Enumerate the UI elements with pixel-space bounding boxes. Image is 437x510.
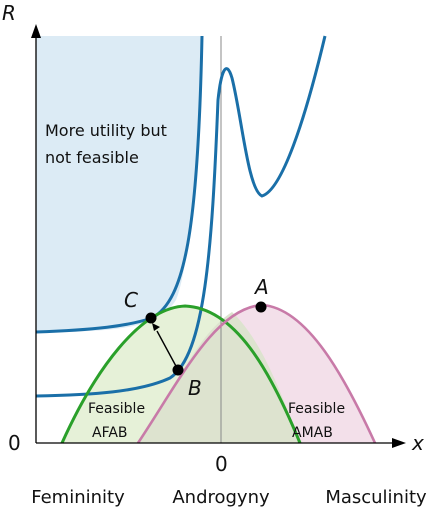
point-c-marker: [145, 312, 157, 324]
x-axis-arrowhead: [392, 438, 406, 448]
point-c-label: C: [124, 288, 138, 312]
category-label-femininity: Femininity: [31, 487, 125, 508]
x-zero-tick-label: 0: [215, 452, 228, 476]
b-to-c-arrow: [156, 330, 178, 369]
point-a-marker: [255, 301, 267, 313]
point-a-label: A: [253, 275, 269, 299]
upper-indifference-curve: [35, 35, 204, 334]
y-axis-label: R: [2, 1, 16, 25]
origin-label: 0: [8, 431, 21, 455]
point-b-label: B: [188, 376, 202, 400]
x-axis-label: x: [411, 431, 424, 455]
category-label-androgyny: Androgyny: [172, 487, 270, 508]
region-label-line2: not feasible: [45, 148, 139, 167]
lower-indifference-curve: [35, 35, 327, 398]
amab-label-line1: Feasible: [288, 401, 345, 417]
b-to-c-arrowhead: [152, 323, 160, 331]
feasible-overlap-area: [138, 312, 300, 443]
amab-label-line2: AMAB: [292, 425, 333, 441]
point-b-marker: [172, 364, 184, 376]
y-axis-arrowhead: [31, 24, 41, 38]
region-label-line1: More utility but: [45, 121, 167, 140]
afab-label-line2: AFAB: [92, 425, 128, 441]
infeasible-region: [36, 36, 202, 332]
category-label-masculinity: Masculinity: [325, 487, 427, 508]
afab-frontier-curve: [60, 304, 302, 444]
afab-label-line1: Feasible: [88, 401, 145, 417]
